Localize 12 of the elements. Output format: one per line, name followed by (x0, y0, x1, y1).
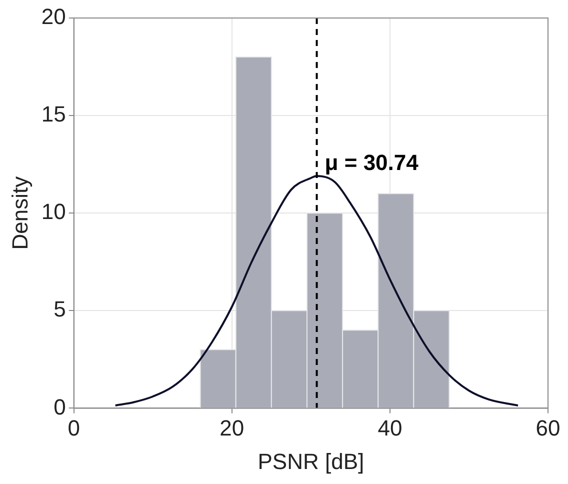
x-tick-label: 20 (220, 415, 244, 440)
y-tick-label: 10 (41, 199, 66, 224)
y-tick-label: 15 (41, 102, 66, 127)
y-tick-label: 0 (54, 394, 66, 420)
x-tick-label: 60 (536, 415, 560, 440)
line-series (114, 175, 519, 406)
x-tick-label: 40 (378, 415, 402, 440)
ref-line-label: μ = 30.74 (324, 150, 420, 176)
y-axis-title: Density (7, 176, 32, 250)
x-axis-title: PSNR [dB] (258, 448, 364, 474)
y-tick-label: 5 (54, 296, 66, 322)
y-tick-label: 20 (41, 4, 66, 30)
